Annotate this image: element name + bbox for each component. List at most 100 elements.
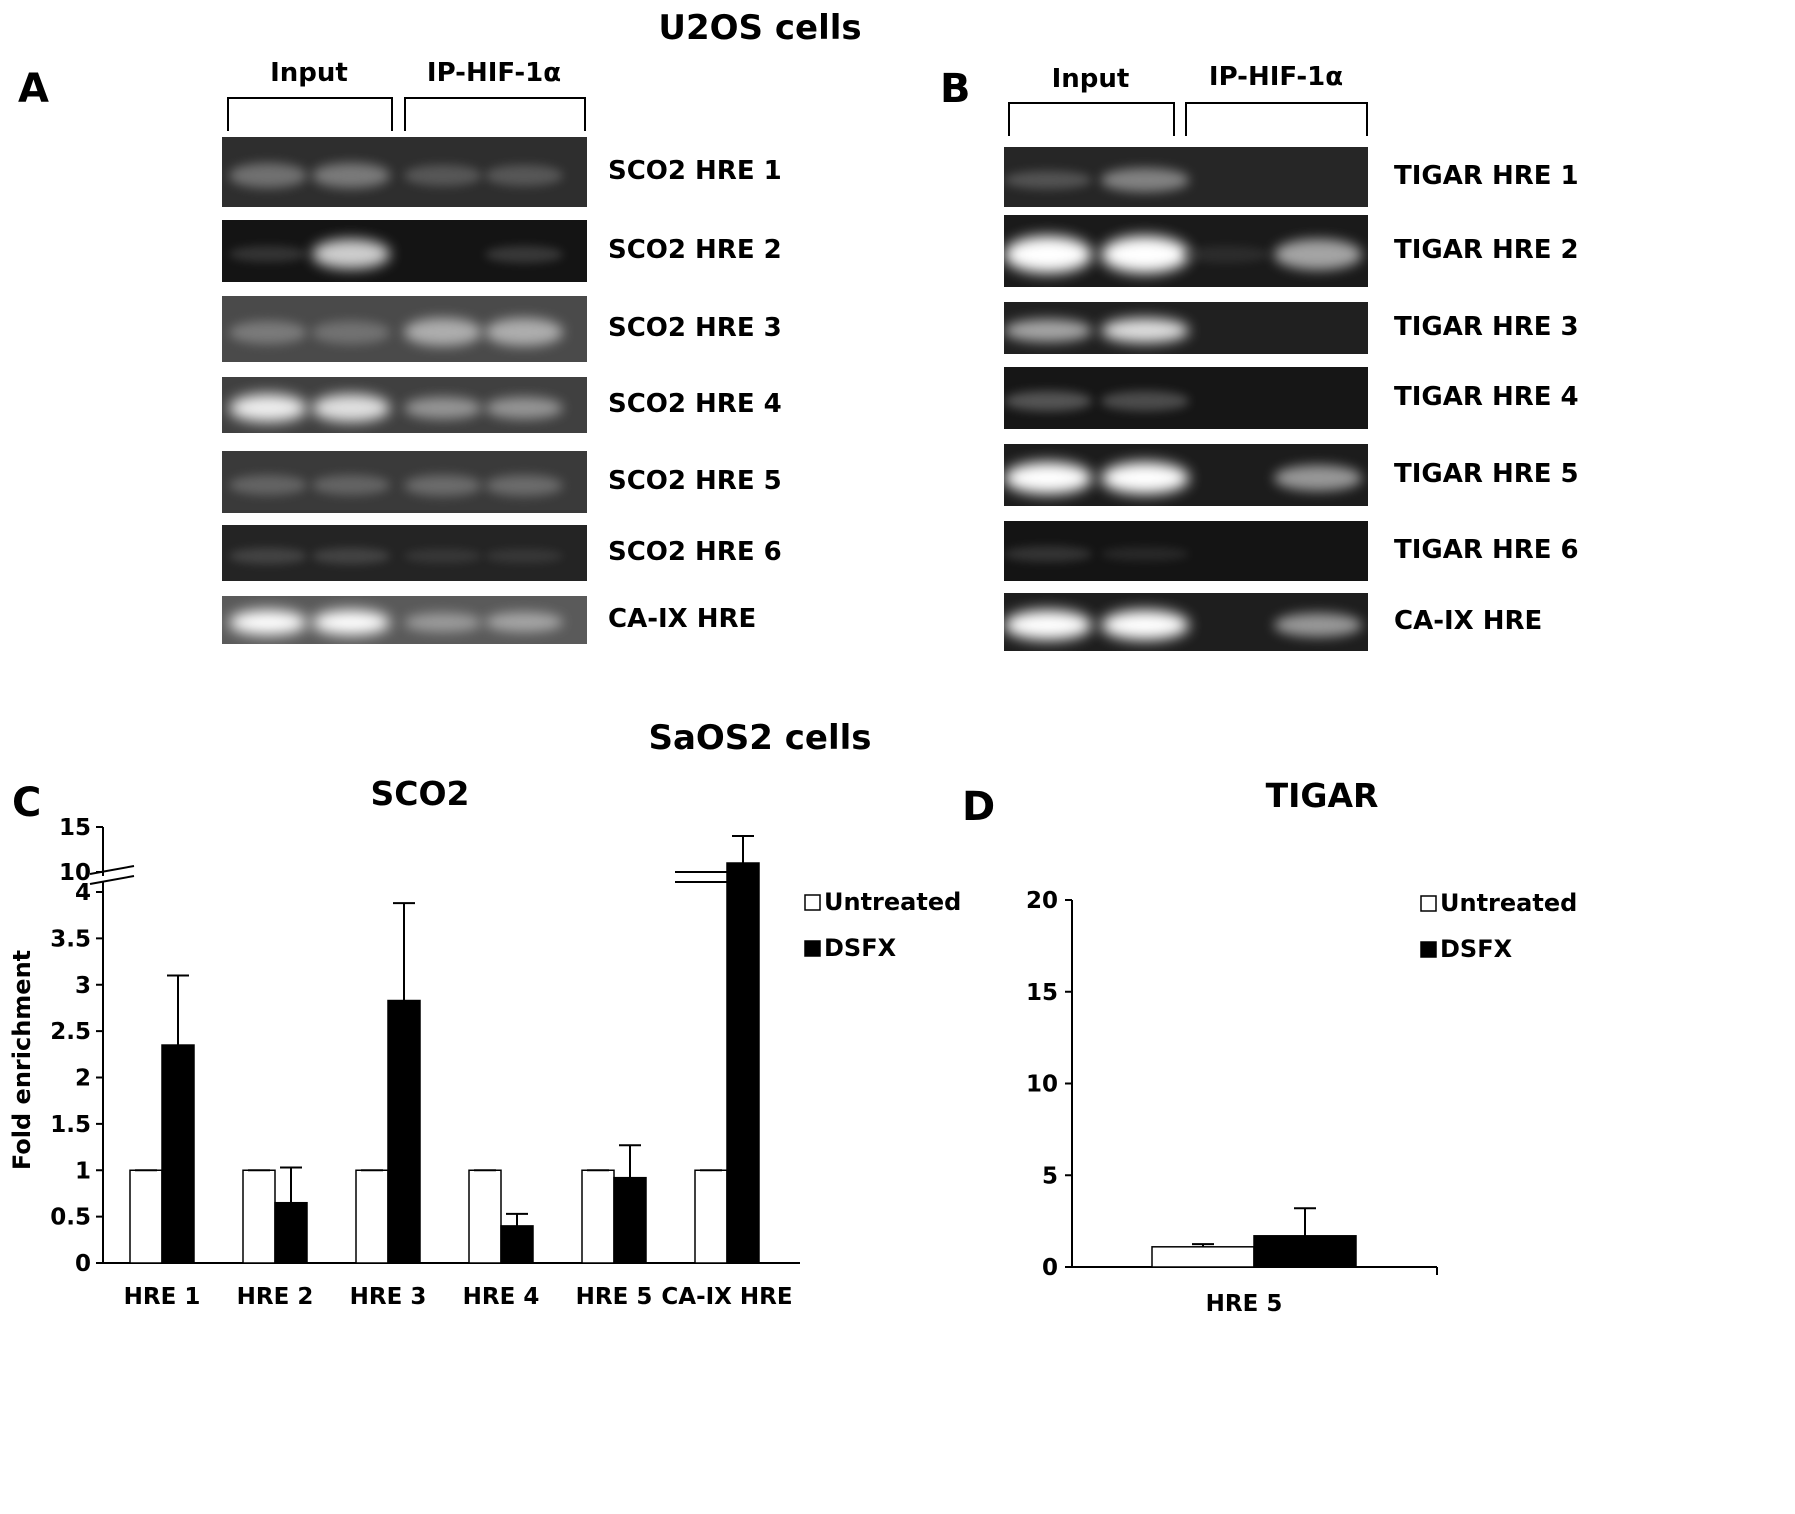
gel-row <box>1004 215 1368 287</box>
gel-band <box>312 609 390 635</box>
gel-row <box>222 296 587 362</box>
gel-row <box>222 377 587 433</box>
gel-row-label: TIGAR HRE 1 <box>1394 161 1579 191</box>
gel-row <box>1004 444 1368 506</box>
gel-band <box>485 396 563 419</box>
gel-row-label: SCO2 HRE 3 <box>608 313 782 343</box>
bar <box>1151 1246 1255 1268</box>
gel-band <box>229 320 307 344</box>
legend-label: DSFX <box>824 934 897 962</box>
gel-band <box>312 547 390 564</box>
bar <box>726 862 760 1264</box>
gel-band <box>404 474 482 496</box>
panel-a-letter: A <box>18 66 49 112</box>
bottom-section-title: SaOS2 cells <box>648 718 872 758</box>
x-tick-label: HRE 5 <box>576 1284 653 1310</box>
gel-row-label: TIGAR HRE 3 <box>1394 312 1579 342</box>
panel-d-letter: D <box>962 784 996 830</box>
y-tick-label: 15 <box>59 815 91 841</box>
gel-band <box>1004 170 1092 190</box>
gel-band <box>1101 235 1189 274</box>
y-tick-label: 3 <box>75 973 91 999</box>
gel-band <box>1004 609 1092 640</box>
gel-band <box>1274 465 1362 491</box>
gel-row-label: TIGAR HRE 4 <box>1394 382 1579 412</box>
gel-band <box>312 475 390 496</box>
bar <box>694 1169 728 1264</box>
sco2-chart-legend: Untreated DSFX <box>804 888 960 962</box>
gel-row <box>222 596 587 644</box>
panel-b-header-ip: IP-HIF-1α <box>1208 62 1344 92</box>
gel-band <box>312 162 390 189</box>
bar <box>161 1044 195 1264</box>
tigar-chart-bars: HRE 5 <box>1151 1207 1357 1317</box>
y-tick-label: 15 <box>1026 980 1058 1006</box>
gel-band <box>404 164 482 187</box>
gel-row-label: SCO2 HRE 6 <box>608 537 782 567</box>
bar <box>274 1201 308 1264</box>
panel-b-input-bracket <box>1008 102 1175 136</box>
gel-band <box>229 475 307 496</box>
gel-row <box>222 525 587 581</box>
gel-band <box>404 612 482 632</box>
panel-b-header-input: Input <box>1051 64 1130 94</box>
gel-band <box>485 548 563 563</box>
gel-row <box>1004 147 1368 207</box>
y-tick-label: 1 <box>75 1158 91 1184</box>
gel-band <box>1101 609 1189 640</box>
gel-band <box>1004 319 1092 342</box>
legend-swatch <box>804 894 821 911</box>
panel-a-ip-bracket <box>404 97 586 131</box>
x-tick-label: HRE 3 <box>350 1284 427 1310</box>
panel-a-input-bracket <box>227 97 393 131</box>
x-tick-label: CA-IX HRE <box>661 1284 792 1310</box>
tigar-chart-axes: 0 5 10 15 20 <box>1026 888 1438 1281</box>
gel-band <box>229 163 307 188</box>
gel-row-label: TIGAR HRE 6 <box>1394 535 1579 565</box>
gel-row <box>1004 367 1368 429</box>
y-tick-label: 1.5 <box>50 1112 91 1138</box>
gel-band <box>485 318 563 347</box>
sco2-chart-title: SCO2 <box>371 774 470 813</box>
x-tick-label: HRE 2 <box>237 1284 314 1310</box>
gel-row <box>1004 302 1368 354</box>
gel-band <box>404 396 482 419</box>
bar <box>1253 1235 1357 1268</box>
gel-band <box>1004 546 1092 562</box>
gel-row-label: SCO2 HRE 5 <box>608 466 782 496</box>
legend-label: Untreated <box>824 888 960 916</box>
gel-band <box>404 318 482 347</box>
y-tick-label: 20 <box>1026 888 1058 914</box>
legend-swatch <box>1420 941 1437 958</box>
gel-band <box>1101 391 1189 411</box>
sco2-chart-bars: HRE 1 HRE 2 HRE 3 HRE 4 HRE 5 CA-IX HRE <box>124 835 793 1310</box>
y-tick-label: 2.5 <box>50 1019 91 1045</box>
gel-row-label: SCO2 HRE 2 <box>608 235 782 265</box>
gel-row-label: SCO2 HRE 1 <box>608 156 782 186</box>
gel-band <box>485 612 563 633</box>
gel-band <box>229 609 307 635</box>
gel-band <box>485 245 563 263</box>
gel-band <box>1101 461 1189 495</box>
gel-row-label: CA-IX HRE <box>1394 606 1543 636</box>
bar <box>500 1225 534 1264</box>
panel-a-header-ip: IP-HIF-1α <box>426 58 562 88</box>
gel-band <box>1274 239 1362 271</box>
tigar-chart: TIGAR 0 5 10 15 20 HRE 5 Untreated DSFX <box>1026 776 1577 1317</box>
gel-band <box>1004 391 1092 412</box>
y-tick-label: 10 <box>1026 1072 1058 1098</box>
legend-label: Untreated <box>1440 889 1577 917</box>
legend-swatch <box>804 940 821 957</box>
gel-band <box>229 245 307 263</box>
legend-label: DSFX <box>1440 935 1513 963</box>
gel-row <box>222 220 587 282</box>
gel-band <box>485 474 563 496</box>
gel-band <box>1101 168 1189 192</box>
x-tick-label: HRE 4 <box>463 1284 540 1310</box>
gel-band <box>1004 461 1092 495</box>
y-tick-label: 4 <box>75 880 91 906</box>
gel-row-label: SCO2 HRE 4 <box>608 389 782 419</box>
gel-band <box>312 394 390 422</box>
gel-row-label: TIGAR HRE 2 <box>1394 235 1579 265</box>
bar <box>129 1169 163 1264</box>
